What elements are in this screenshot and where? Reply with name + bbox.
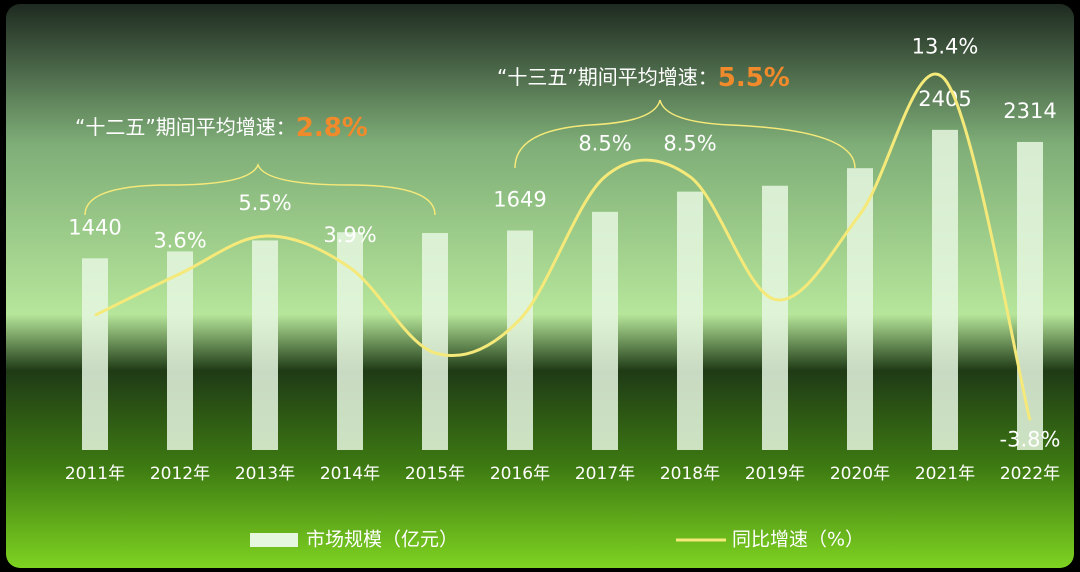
annotation-value: 2.8% (296, 113, 368, 143)
bar (82, 258, 108, 450)
bar-label: 2405 (918, 87, 971, 111)
x-tick-label: 2022年 (1000, 464, 1060, 484)
bar (507, 230, 533, 450)
annotation-text: “十二五”期间平均增速： (75, 115, 296, 139)
brace (514, 99, 856, 169)
line-label: 3.6% (153, 229, 206, 253)
x-tick-label: 2018年 (660, 464, 720, 484)
line-label: 3.9% (323, 223, 376, 247)
legend-label: 同比增速（%） (732, 529, 864, 551)
line-label: -3.8% (1000, 427, 1061, 451)
x-tick-label: 2019年 (745, 464, 805, 484)
x-tick-label: 2020年 (830, 464, 890, 484)
growth-line (94, 72, 1032, 421)
bar-label: 1649 (493, 187, 546, 211)
bar (932, 129, 958, 451)
x-tick-label: 2016年 (490, 464, 550, 484)
annotation: “十三五”期间平均增速：5.5% (497, 63, 790, 93)
x-tick-label: 2015年 (405, 464, 465, 484)
annotation-text: “十三五”期间平均增速： (497, 65, 718, 89)
line-label: 8.5% (663, 132, 716, 156)
x-tick-label: 2012年 (150, 464, 210, 484)
x-tick-label: 2014年 (320, 464, 380, 484)
bar (252, 240, 278, 450)
annotation: “十二五”期间平均增速：2.8% (75, 113, 368, 143)
bar-label: 2314 (1003, 99, 1056, 123)
bar (337, 232, 363, 450)
line-label: 13.4% (912, 35, 979, 59)
annotation-value: 5.5% (718, 63, 790, 93)
bar-label: 1440 (68, 215, 121, 239)
x-tick-label: 2021年 (915, 464, 975, 484)
brace (84, 162, 436, 216)
x-tick-label: 2013年 (235, 464, 295, 484)
bar (847, 168, 873, 450)
legend-label: 市场规模（亿元） (306, 529, 458, 551)
x-tick-label: 2011年 (65, 464, 125, 484)
bar (1017, 141, 1043, 450)
bar (167, 251, 193, 450)
legend-swatch (250, 533, 298, 547)
x-tick-label: 2017年 (575, 464, 635, 484)
bar (762, 185, 788, 450)
line-label: 8.5% (578, 132, 631, 156)
bar (592, 211, 618, 450)
bar (677, 191, 703, 451)
bar (422, 233, 448, 450)
line-label: 5.5% (238, 191, 291, 215)
